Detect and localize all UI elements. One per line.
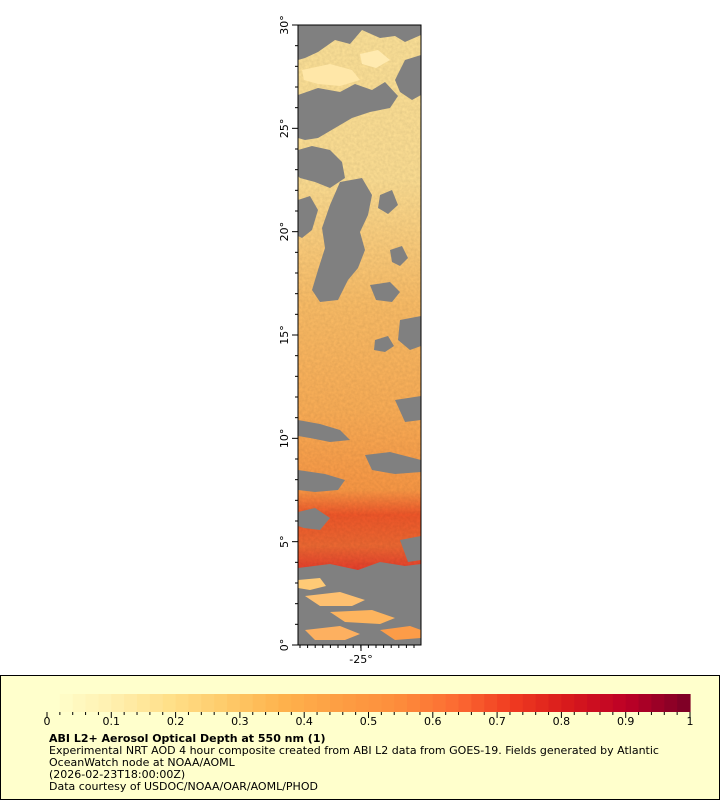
map-area: 0° 5° 10° 15° 20° 25° 30° -25° (278, 15, 422, 666)
lat-axis: 0° 5° 10° 15° 20° 25° 30° (278, 15, 298, 651)
colorbar-tick-label: 0.5 (360, 715, 378, 728)
legend-timestamp: (2026-02-23T18:00:00Z) (49, 768, 186, 781)
lon-tick-label: -25° (349, 653, 372, 666)
legend-credit: Data courtesy of USDOC/NOAA/OAR/AOML/PHO… (49, 780, 318, 793)
colorbar-tick-label: 0.8 (553, 715, 571, 728)
lat-tick-label: 30° (278, 15, 291, 35)
colorbar-tick-label: 0.1 (103, 715, 121, 728)
colorbar-tick-label: 0 (44, 715, 51, 728)
aod-light-patches (302, 50, 390, 86)
colorbar: 0 0.1 0.2 0.3 0.4 0.5 0.6 0.7 0.8 0.9 1 (44, 694, 694, 728)
legend-description-continued: OceanWatch node at NOAA/AOML (49, 756, 235, 769)
no-data-regions (298, 25, 421, 645)
colorbar-tick-label: 0.9 (617, 715, 635, 728)
legend-title: ABI L2+ Aerosol Optical Depth at 550 nm … (49, 732, 326, 745)
legend-panel: 0 0.1 0.2 0.3 0.4 0.5 0.6 0.7 0.8 0.9 1 ABI L2+ Ae… (0, 675, 720, 800)
lat-tick-label: 5° (278, 535, 291, 548)
lon-axis: -25° (299, 645, 415, 666)
colorbar-ticks: 0 0.1 0.2 0.3 0.4 0.5 0.6 0.7 0.8 0.9 1 (44, 712, 694, 728)
lat-tick-label: 10° (278, 429, 291, 449)
aod-patches-bottom (298, 578, 421, 640)
colorbar-tick-label: 0.3 (231, 715, 249, 728)
aod-map: 0° 5° 10° 15° 20° 25° 30° -25° (278, 15, 422, 666)
colorbar-tick-label: 1 (687, 715, 694, 728)
colorbar-cells (47, 694, 691, 712)
lat-tick-label: 15° (278, 325, 291, 345)
map-field (298, 25, 421, 645)
colorbar-tick-label: 0.7 (488, 715, 506, 728)
lat-tick-label: 25° (278, 119, 291, 139)
lat-tick-label: 20° (278, 222, 291, 242)
colorbar-tick-label: 0.6 (424, 715, 442, 728)
colorbar-tick-label: 0.2 (167, 715, 185, 728)
lat-tick-label: 0° (278, 639, 291, 652)
colorbar-tick-label: 0.4 (295, 715, 313, 728)
legend-description: Experimental NRT AOD 4 hour composite cr… (49, 744, 659, 757)
